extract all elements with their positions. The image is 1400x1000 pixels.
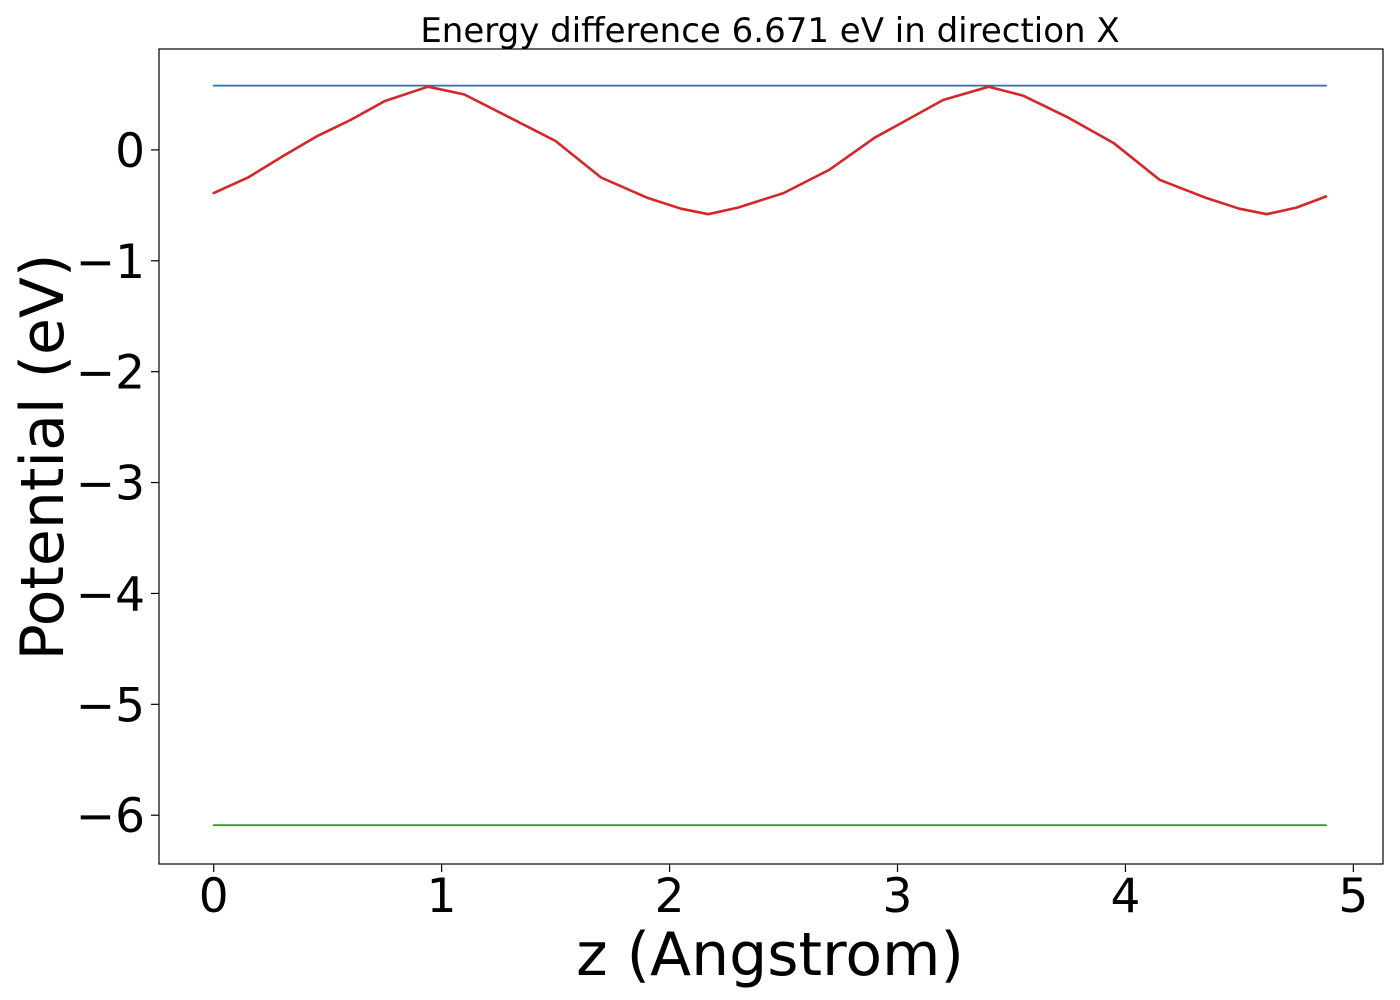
x-tick-label: 5 — [1338, 869, 1368, 924]
x-tick-label: 1 — [427, 869, 457, 924]
x-tick-label: 2 — [655, 869, 685, 924]
y-tick-label: −6 — [76, 789, 145, 844]
x-axis-label: z (Angstrom) — [576, 920, 964, 990]
x-tick-label: 3 — [883, 869, 913, 924]
series-line-3 — [212, 85, 1328, 216]
x-tick-label: 4 — [1110, 869, 1140, 924]
axes-frame — [158, 48, 1384, 865]
y-axis-label: Potential (eV) — [8, 254, 78, 661]
chart-title: Energy difference 6.671 eV in direction … — [420, 11, 1119, 51]
y-tick-label: −3 — [76, 457, 145, 512]
y-tick-label: −2 — [76, 346, 145, 401]
plot-area — [212, 84, 1328, 827]
y-tick-label: −4 — [76, 567, 145, 622]
y-tick-label: −5 — [76, 678, 145, 733]
y-tick-label: −1 — [76, 235, 145, 290]
x-axis: 0 1 2 3 4 5 — [199, 864, 1368, 924]
y-axis: 0 −1 −2 −3 −4 −5 −6 — [76, 124, 159, 844]
y-tick-label: 0 — [115, 124, 145, 179]
x-tick-label: 0 — [199, 869, 229, 924]
